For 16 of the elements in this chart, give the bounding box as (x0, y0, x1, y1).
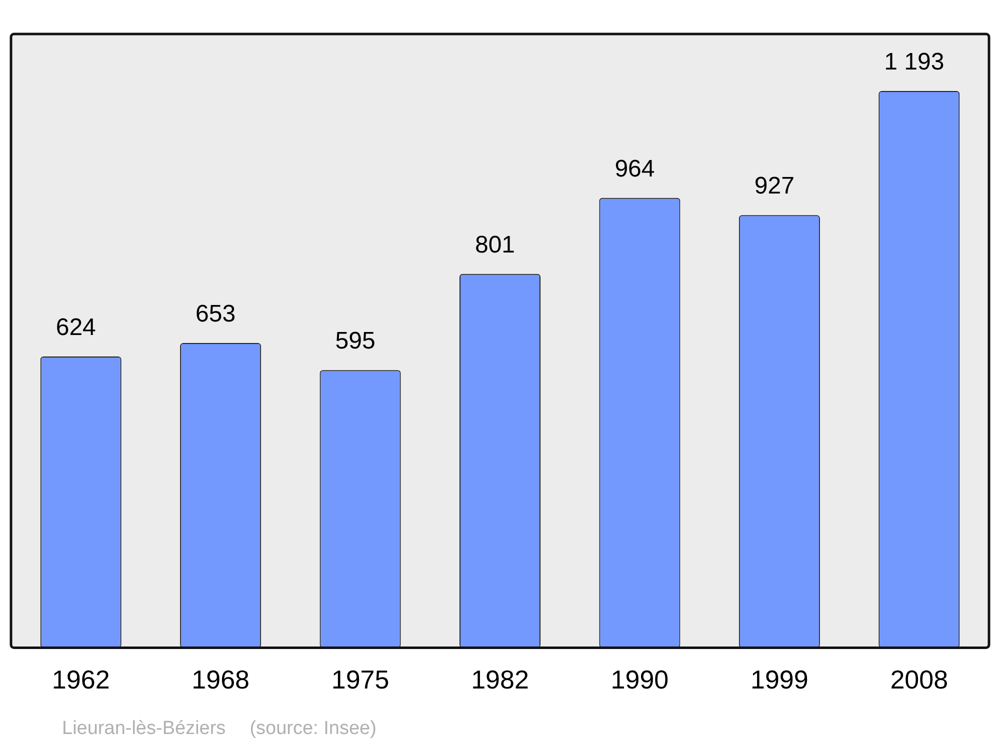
data-label: 1 193 (884, 48, 944, 76)
x-tick-label: 1968 (192, 664, 250, 695)
text: (source: Insee) (250, 718, 376, 739)
data-label: 653 (196, 300, 236, 328)
data-label: 595 (335, 328, 376, 355)
data-label: 927 (754, 172, 794, 200)
text: Lieuran-lès-Béziers (62, 718, 226, 739)
data-label: 801 (474, 232, 516, 259)
x-tick-label: 1999 (750, 664, 808, 695)
x-tick-label: 1990 (610, 664, 669, 695)
data-label: 964 (614, 155, 655, 182)
x-tick-label: 1982 (471, 664, 529, 695)
data-label: 624 (56, 314, 96, 342)
x-tick-label: 1975 (331, 664, 390, 695)
x-tick-label: 2008 (890, 664, 948, 695)
x-tick-label: 1962 (52, 664, 110, 695)
